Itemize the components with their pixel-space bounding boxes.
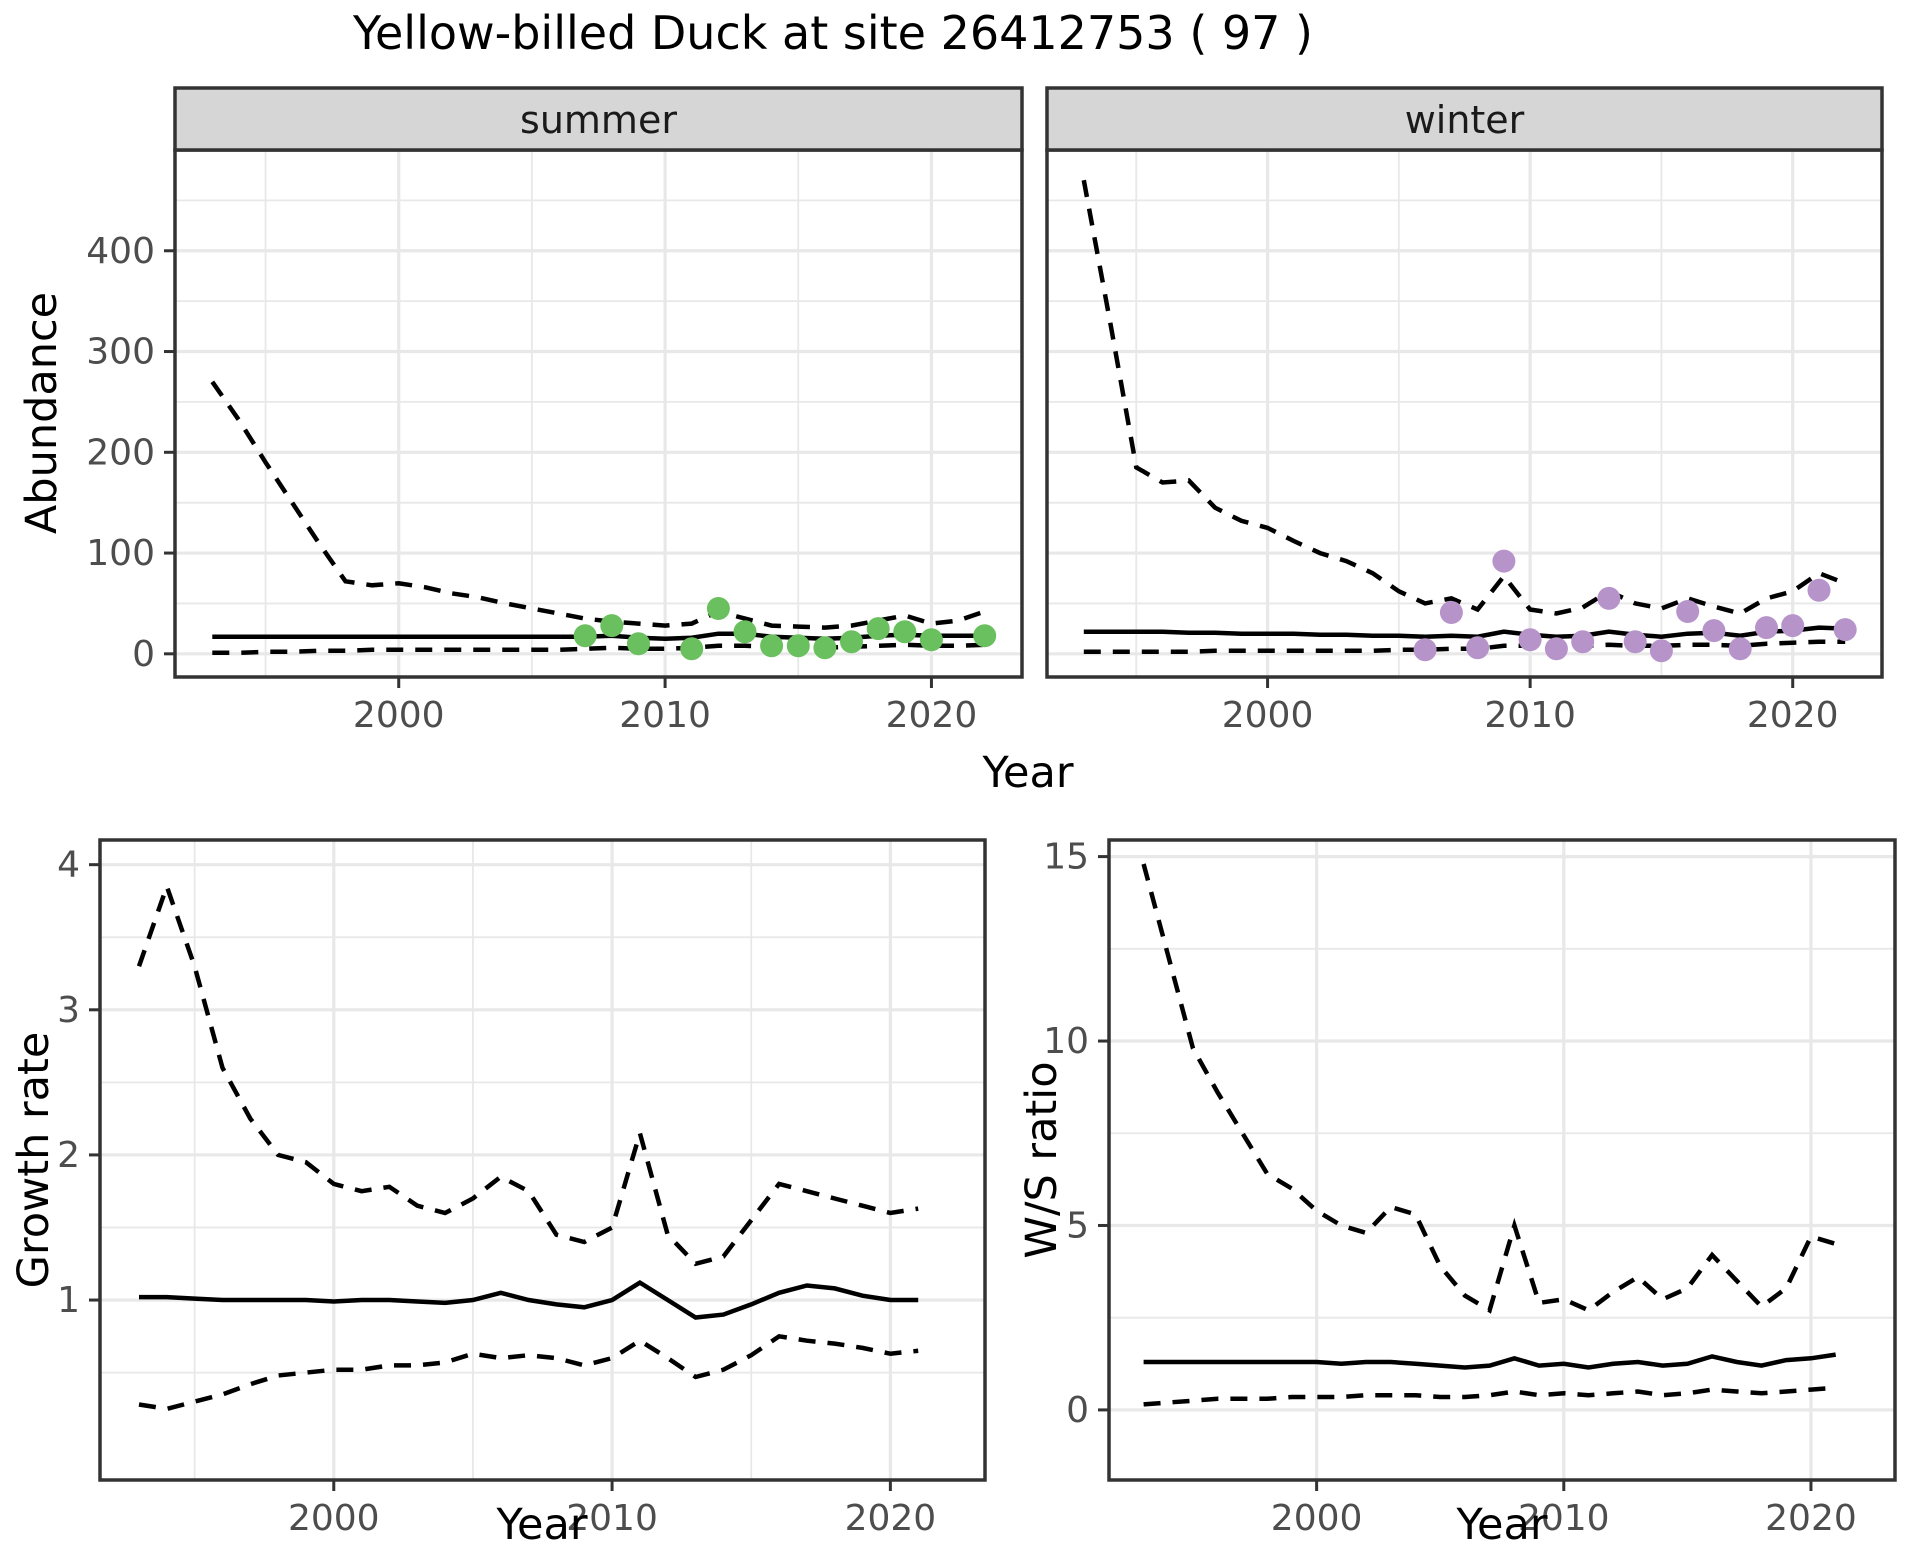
abundance_summer-point-2017 <box>840 630 863 654</box>
abundance_summer-point-2014 <box>760 634 784 658</box>
abundance_winter-point-2007 <box>1439 601 1463 624</box>
abundance_summer-observed-points <box>573 597 997 661</box>
abundance_summer-point-2007 <box>573 624 597 648</box>
abundance_summer-point-2012 <box>706 597 730 620</box>
abundance_winter-lower_ci-line <box>1083 639 1846 655</box>
growth_rate-series <box>136 879 919 1412</box>
ws_ratio-median-line <box>1143 1352 1837 1370</box>
growth_rate-ytick-label: 2 <box>57 1135 80 1176</box>
facet-label-winter: winter <box>1405 98 1525 142</box>
growth_rate-ytick-label: 3 <box>57 990 80 1031</box>
abundance_winter-axis-ticks: 2000 2010 2020 <box>1222 677 1839 736</box>
ws_ratio-panel-border <box>1107 838 1897 1482</box>
abundance_winter-xtick-label: 2020 <box>1747 695 1839 736</box>
facet-label-summer: summer <box>520 98 677 142</box>
abundance_winter-point-2010 <box>1518 628 1542 652</box>
abundance_summer-upper_ci-line <box>210 380 986 630</box>
growth_rate-xtick-label: 2000 <box>288 1498 380 1539</box>
abundance_summer-point-2008 <box>600 614 624 638</box>
growth-rate-axis-title: Growth rate <box>9 1031 59 1289</box>
ws_ratio-upper_ci-line <box>1141 863 1837 1314</box>
abundance_winter-point-2022 <box>1833 618 1857 642</box>
abundance_summer-point-2016 <box>813 636 837 660</box>
abundance_winter-point-2021 <box>1807 578 1831 602</box>
abundance_winter-point-2019 <box>1755 616 1778 640</box>
ws_ratio-xtick-label: 2010 <box>1518 1498 1610 1539</box>
abundance_summer-ytick-label: 400 <box>86 231 155 272</box>
abundance_winter-point-2015 <box>1649 639 1673 663</box>
ws-ratio-chart: 2000 2010 2020 0 5 10 15 <box>1043 837 1897 1539</box>
abundance_winter-point-2020 <box>1781 614 1805 638</box>
top-year-axis-title: Year <box>982 748 1074 798</box>
abundance_winter-point-2013 <box>1597 586 1621 610</box>
abundance_winter-xtick-label: 2000 <box>1222 695 1314 736</box>
ws_ratio-ytick-label: 10 <box>1043 1021 1089 1062</box>
growth_rate-gridlines <box>100 840 985 1480</box>
abundance_summer-xtick-label: 2020 <box>886 695 978 736</box>
abundance_summer-gridlines <box>175 150 1022 677</box>
abundance_summer-axis-ticks: 2000 2010 2020 0 100 200 300 400 <box>86 231 977 736</box>
abundance_summer-point-2011 <box>680 637 704 661</box>
growth_rate-panel-border <box>98 838 987 1482</box>
abundance-axis-title: Abundance <box>17 291 67 535</box>
abundance_winter-xtick-label: 2010 <box>1484 695 1576 736</box>
abundance_winter-point-2011 <box>1544 637 1568 661</box>
abundance_summer-point-2019 <box>893 620 917 644</box>
facet-strip-summer <box>173 86 1024 152</box>
abundance_winter-point-2017 <box>1702 619 1726 643</box>
ws_ratio-series <box>1141 863 1837 1407</box>
growth_rate-ytick-label: 4 <box>57 845 80 886</box>
abundance_summer-point-2013 <box>733 620 757 644</box>
abundance_summer-xtick-label: 2000 <box>353 695 445 736</box>
growth_rate-ytick-label: 1 <box>57 1280 80 1321</box>
ws-ratio-axis-title: W/S ratio <box>1017 1061 1067 1259</box>
ws_ratio-gridlines <box>1109 840 1895 1480</box>
ws_ratio-xtick-label: 2020 <box>1765 1498 1857 1539</box>
abundance_winter-upper_ci-line <box>1081 179 1847 616</box>
growth_rate-median-line <box>139 1279 919 1320</box>
growth_rate-panel-bg <box>100 840 985 1480</box>
abundance_summer-ytick-label: 200 <box>86 432 155 473</box>
abundance_winter-point-2012 <box>1571 630 1595 654</box>
abundance_summer-point-2009 <box>627 632 650 656</box>
abundance_winter-point-2009 <box>1492 549 1516 573</box>
abundance_summer-ytick-label: 0 <box>132 634 155 675</box>
growth_rate-axis-ticks: 2000 2010 2020 1 2 3 4 <box>57 845 936 1539</box>
growth-rate-chart: 2000 2010 2020 1 2 3 4 <box>57 838 987 1539</box>
growth_rate-upper_ci-line <box>136 879 919 1267</box>
abundance_summer-point-2020 <box>919 628 943 652</box>
abundance_summer-point-2015 <box>786 634 810 658</box>
abundance_summer-panel-bg <box>175 150 1022 677</box>
abundance_summer-ytick-label: 300 <box>86 332 155 373</box>
abundance_summer-point-2018 <box>866 617 890 641</box>
growth_rate-xtick-label: 2020 <box>845 1498 937 1539</box>
abundance_winter-point-2014 <box>1623 630 1647 654</box>
ws_ratio-xtick-label: 2000 <box>1271 1498 1363 1539</box>
facet-strip-winter <box>1045 86 1884 152</box>
ws_ratio-ytick-label: 0 <box>1066 1390 1089 1431</box>
figure-title: Yellow-billed Duck at site 26412753 ( 97… <box>353 6 1313 60</box>
abundance_winter-observed-points <box>1413 549 1857 663</box>
ws_ratio-panel-bg <box>1109 840 1895 1480</box>
growth_rate-xtick-label: 2010 <box>566 1498 658 1539</box>
abundance_winter-point-2006 <box>1413 638 1437 662</box>
growth-year-axis-title: Year <box>496 1500 588 1550</box>
abundance_winter-point-2016 <box>1676 600 1700 623</box>
abundance_summer-ytick-label: 100 <box>86 533 155 574</box>
ws_ratio-ytick-label: 5 <box>1066 1205 1089 1246</box>
ws-year-axis-title: Year <box>1456 1500 1548 1550</box>
abundance_winter-point-2008 <box>1466 636 1490 660</box>
abundance_winter-panel-bg <box>1047 150 1882 677</box>
abundance_summer-xtick-label: 2010 <box>619 695 711 736</box>
ws_ratio-axis-ticks: 2000 2010 2020 0 5 10 15 <box>1043 837 1857 1539</box>
ws_ratio-ytick-label: 15 <box>1043 837 1089 878</box>
abundance_summer-point-2022 <box>973 624 997 648</box>
abundance_winter-point-2018 <box>1728 637 1752 661</box>
